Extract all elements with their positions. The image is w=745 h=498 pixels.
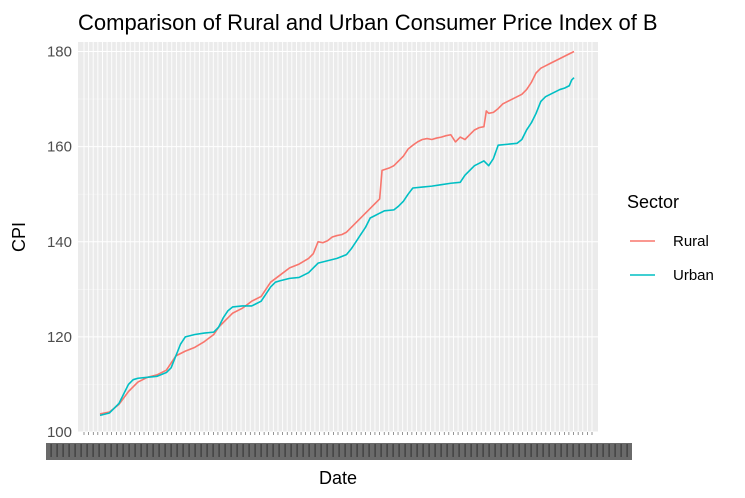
legend-label-rural: Rural bbox=[673, 233, 709, 250]
y-axis-ticks: 100 120 140 160 180 bbox=[47, 44, 72, 441]
legend-title: Sector bbox=[627, 192, 679, 212]
series-layer bbox=[99, 50, 575, 417]
y-tick-label: 140 bbox=[47, 234, 72, 251]
y-tick-label: 160 bbox=[47, 139, 72, 156]
legend: Sector Rural Urban bbox=[627, 192, 714, 284]
chart-title: Comparison of Rural and Urban Consumer P… bbox=[78, 10, 658, 35]
y-tick-label: 120 bbox=[47, 329, 72, 346]
x-tick-labels-overlap bbox=[46, 443, 632, 460]
x-axis-ticks bbox=[46, 432, 632, 460]
y-tick-label: 180 bbox=[47, 44, 72, 61]
x-axis-title: Date bbox=[319, 468, 357, 488]
y-axis-title: CPI bbox=[9, 222, 29, 252]
series-line-urban bbox=[99, 77, 575, 417]
legend-label-urban: Urban bbox=[673, 267, 714, 284]
legend-items: Rural Urban bbox=[630, 233, 714, 284]
y-tick-label: 100 bbox=[47, 424, 72, 441]
major-gridlines bbox=[78, 42, 598, 433]
